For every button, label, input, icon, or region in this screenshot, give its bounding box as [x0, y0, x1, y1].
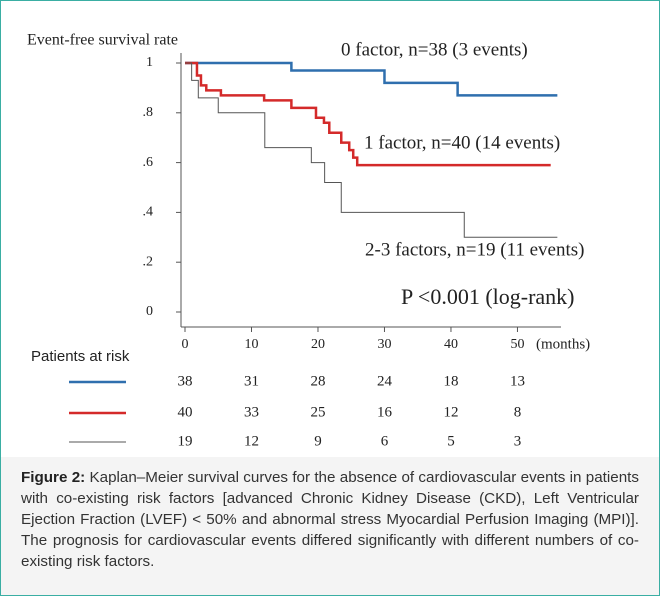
x-tick-label: 0: [182, 337, 189, 352]
series-label: 1 factor, n=40 (14 events): [364, 132, 560, 153]
x-tick-label: 30: [377, 337, 391, 352]
x-tick-label: 40: [444, 337, 458, 352]
series-label: 0 factor, n=38 (3 events): [341, 39, 528, 60]
y-tick-label: .8: [143, 105, 154, 120]
risk-count: 38: [178, 373, 193, 389]
risk-count: 31: [244, 373, 259, 389]
risk-count: 6: [381, 433, 389, 449]
risk-count: 5: [447, 433, 455, 449]
risk-count: 25: [310, 404, 325, 420]
risk-count: 12: [443, 404, 458, 420]
chart: Event-free survival rate P <0.001 (log-r…: [27, 32, 590, 450]
risk-count: 8: [514, 404, 522, 420]
risk-count: 3: [514, 433, 522, 449]
survival-curve: [185, 61, 558, 97]
y-axis-label: Event-free survival rate: [27, 32, 178, 49]
series-label: 2-3 factors, n=19 (11 events): [365, 239, 584, 260]
risk-count: 12: [244, 433, 259, 449]
x-tick-label: 10: [244, 337, 258, 352]
x-tick-label: 50: [510, 337, 524, 352]
risk-count: 24: [377, 373, 393, 389]
caption-label: Figure 2:: [21, 469, 86, 486]
y-tick-label: .2: [143, 254, 154, 269]
caption: Figure 2: Kaplan–Meier survival curves f…: [1, 457, 659, 595]
risk-count: 28: [310, 373, 325, 389]
survival-curve: [185, 62, 558, 238]
survival-curve: [185, 61, 551, 167]
risk-table-title: Patients at risk: [31, 348, 130, 365]
risk-count: 33: [244, 404, 259, 420]
y-tick-label: 1: [146, 55, 153, 70]
y-tick-label: .6: [143, 155, 154, 170]
risk-count: 13: [510, 373, 525, 389]
risk-count: 16: [377, 404, 393, 420]
risk-count: 19: [178, 433, 193, 449]
risk-count: 18: [443, 373, 458, 389]
risk-count: 40: [178, 404, 193, 420]
annotation: P <0.001 (log-rank): [401, 284, 575, 309]
caption-text: Kaplan–Meier survival curves for the abs…: [21, 469, 639, 570]
y-tick-label: .4: [143, 205, 154, 220]
x-tick-label: 20: [311, 337, 325, 352]
risk-count: 9: [314, 433, 322, 449]
y-tick-label: 0: [146, 304, 153, 319]
x-unit: (months): [536, 336, 590, 352]
